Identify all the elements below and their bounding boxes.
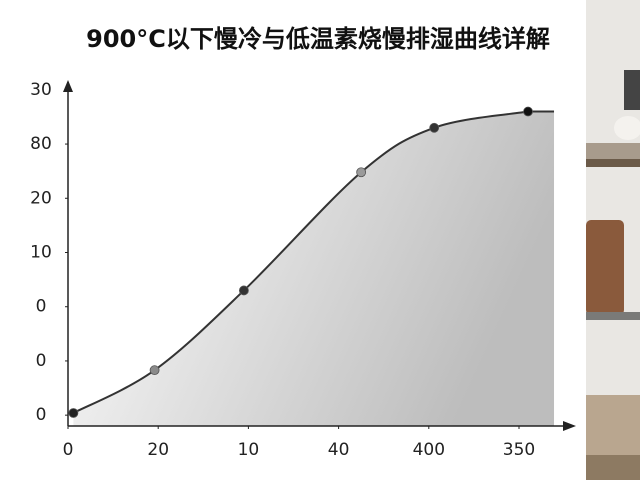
x-tick-label: 10 [238, 440, 260, 460]
chart-title: 900°C以下慢冷与低温素烧慢排湿曲线详解 [86, 25, 550, 53]
y-tick-label: 10 [30, 243, 52, 263]
x-tick-label: 40 [328, 440, 350, 460]
point [429, 122, 440, 133]
area [73, 111, 555, 426]
point [238, 285, 249, 296]
y-tick-label: 0 [36, 297, 47, 317]
point [68, 408, 79, 418]
y-tick-label: 30 [30, 80, 52, 100]
x-tick-label: 20 [147, 440, 169, 460]
background-photo [586, 0, 640, 480]
x-tick-label: 350 [503, 440, 535, 460]
x-axis-arrow [563, 421, 576, 431]
y-tick-label: 0 [36, 351, 47, 371]
x-tick-label: 400 [413, 440, 445, 460]
point [523, 106, 533, 117]
point [356, 167, 367, 178]
y-tick-label: 80 [30, 134, 52, 154]
point [149, 365, 160, 376]
y-tick-label: 0 [36, 405, 47, 425]
y-axis-arrow [63, 80, 73, 92]
x-tick-label: 0 [63, 440, 74, 460]
y-tick-label: 20 [30, 188, 52, 208]
